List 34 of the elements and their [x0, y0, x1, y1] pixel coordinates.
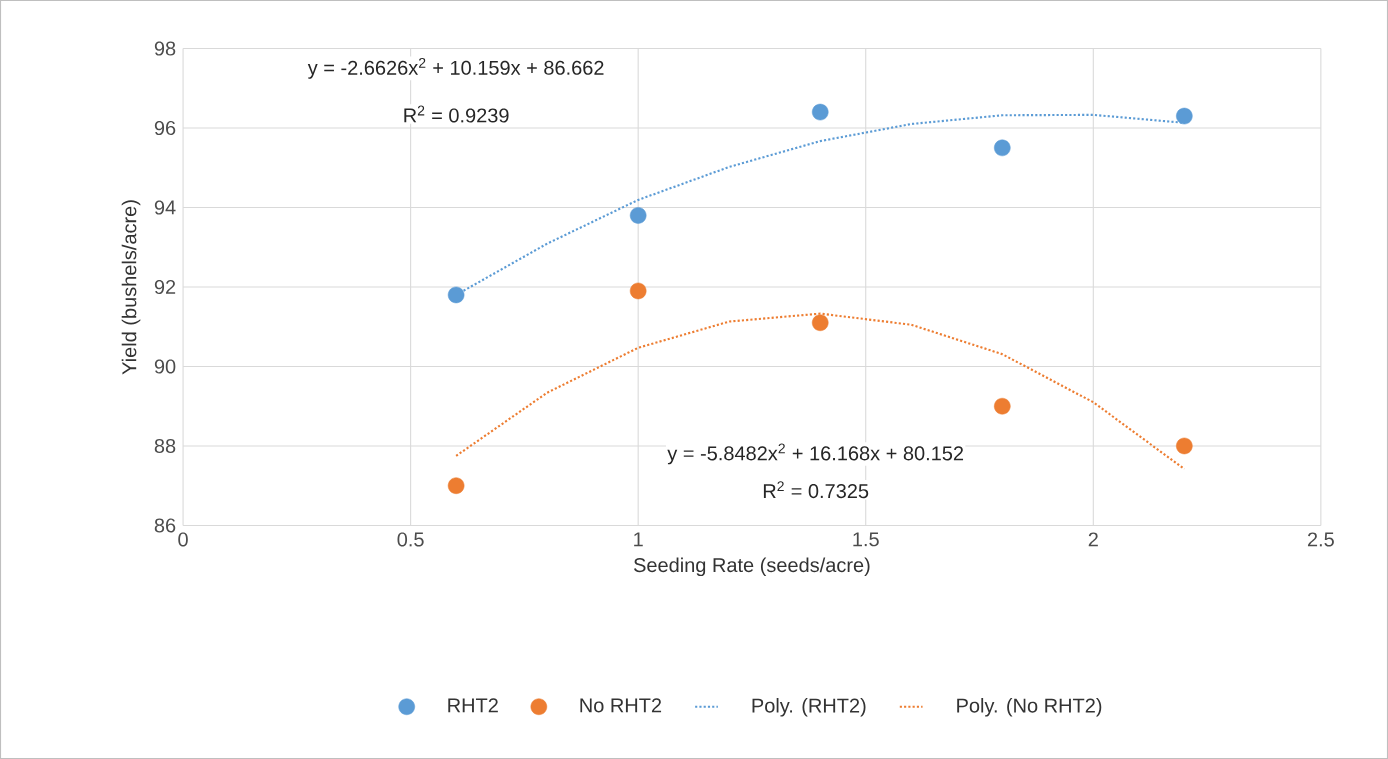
legend-label: Poly. (RHT2) — [752, 697, 866, 717]
x-tick-label: 1 — [634, 532, 643, 547]
point — [629, 207, 647, 224]
point — [447, 477, 465, 494]
y-tick-label: 90 — [154, 359, 176, 374]
point — [811, 314, 829, 331]
point — [994, 139, 1011, 157]
x-tick-label: 2 — [1088, 532, 1098, 547]
y-tick-label: 92 — [154, 279, 176, 294]
x-tick-label: 2.5 — [1307, 532, 1334, 547]
y-tick-label: 88 — [154, 438, 176, 453]
point — [447, 286, 465, 304]
x-tick-label: 0 — [178, 532, 188, 547]
point — [994, 397, 1011, 415]
x-tick-label: 1.5 — [853, 532, 879, 547]
line-series — [455, 312, 1186, 471]
point — [811, 103, 829, 121]
point — [1176, 107, 1193, 125]
y-axis-title: Yield (bushels/acre) — [121, 200, 141, 375]
y-tick-label: 96 — [154, 120, 176, 135]
point — [629, 282, 647, 300]
y-tick-label: 94 — [154, 200, 176, 215]
annotation: y = -5.8482x$^{2}$ + 16.168x + 80.152 — [667, 443, 964, 465]
y-tick-label: 86 — [154, 518, 176, 533]
annotation: y = -2.6626x$^{2}$ + 10.159x + 86.662 — [307, 57, 604, 79]
x-tick-label: 0.5 — [397, 532, 424, 547]
x-axis-title: Seeding Rate (seeds/acre) — [633, 557, 870, 577]
annotation: R$^{2}$ = 0.7325 — [763, 481, 869, 499]
y-tick-label: 98 — [154, 41, 176, 56]
legend-label: No RHT2 — [580, 698, 662, 713]
legend-label: RHT2 — [448, 698, 498, 713]
point — [1176, 437, 1193, 455]
legend-label: Poly. (No RHT2) — [957, 697, 1102, 717]
annotation: R$^{2}$ = 0.9239 — [404, 105, 509, 123]
